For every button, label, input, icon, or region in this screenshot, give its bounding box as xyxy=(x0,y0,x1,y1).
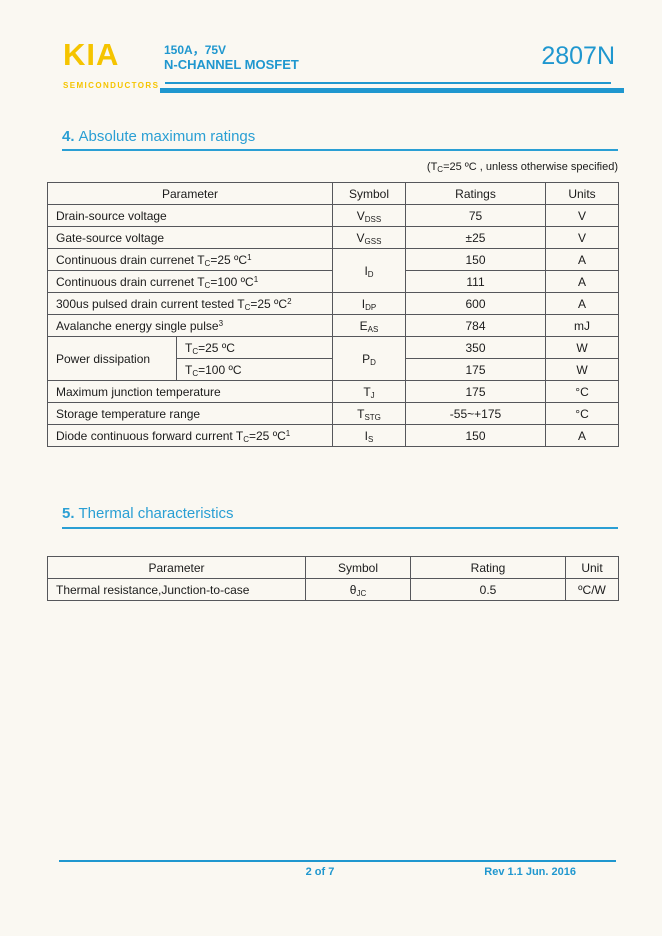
cell-symbol: θJC xyxy=(305,578,411,601)
cell-rating: 350 xyxy=(405,336,546,359)
column-header-units: Units xyxy=(545,182,619,205)
section-number: 4. xyxy=(62,128,75,145)
table-row: Diode continuous forward current TC=25 º… xyxy=(47,424,619,447)
cell-unit: mJ xyxy=(545,314,619,337)
cell-symbol: ID xyxy=(332,248,406,293)
section-thermal-rule xyxy=(62,527,618,529)
cell-rating: 111 xyxy=(405,270,546,293)
table-row: Gate-source voltage VGSS ±25 V xyxy=(47,226,619,249)
revision-label: Rev 1.1 Jun. 2016 xyxy=(484,866,576,878)
cell-rating: 175 xyxy=(405,358,546,381)
cell-unit: A xyxy=(545,270,619,293)
cell-condition: TC=100 ºC xyxy=(176,358,333,381)
cell-parameter: Continuous drain currenet TC=100 ºC1 xyxy=(47,270,333,293)
cell-rating: ±25 xyxy=(405,226,546,249)
section-abs-max-rule xyxy=(62,149,618,151)
cell-unit: W xyxy=(545,336,619,359)
cell-unit: °C xyxy=(545,402,619,425)
cell-parameter: Storage temperature range xyxy=(47,402,333,425)
cell-rating: 0.5 xyxy=(410,578,566,601)
table-header-row: Parameter Symbol Ratings Units xyxy=(47,182,619,205)
table-row: Continuous drain currenet TC=25 ºC1 ID 1… xyxy=(47,248,619,293)
cell-symbol: TSTG xyxy=(332,402,406,425)
table-row: TC=100 ºC 175 W xyxy=(48,358,619,381)
table-row: Thermal resistance,Junction-to-case θJC … xyxy=(47,578,619,601)
thermal-table: Parameter Symbol Rating Unit Thermal res… xyxy=(47,556,619,601)
column-header-parameter: Parameter xyxy=(47,182,333,205)
section-title: Absolute maximum ratings xyxy=(78,128,256,145)
cell-parameter: Power dissipation xyxy=(47,336,177,381)
table-row: Avalanche energy single pulse3 EAS 784 m… xyxy=(47,314,619,337)
section-title: Thermal characteristics xyxy=(78,505,234,522)
footer-rule xyxy=(59,860,616,862)
cell-parameter: Thermal resistance,Junction-to-case xyxy=(47,578,306,601)
part-number: 2807N xyxy=(541,42,615,70)
cell-rating: 150 xyxy=(405,248,546,271)
cell-unit: A xyxy=(545,248,619,271)
cell-unit: A xyxy=(545,292,619,315)
column-header-parameter: Parameter xyxy=(47,556,306,579)
cell-symbol: TJ xyxy=(332,380,406,403)
table-row: Drain-source voltage VDSS 75 V xyxy=(47,204,619,227)
cell-condition: TC=25 ºC xyxy=(176,336,333,359)
cell-parameter: Continuous drain currenet TC=25 ºC1 xyxy=(47,248,333,271)
abs-max-table: Parameter Symbol Ratings Units Drain-sou… xyxy=(47,182,619,447)
table-header-row: Parameter Symbol Rating Unit xyxy=(47,556,619,579)
table-row: Maximum junction temperature TJ 175 °C xyxy=(47,380,619,403)
cell-rating: 784 xyxy=(405,314,546,337)
cell-rating: 175 xyxy=(405,380,546,403)
cell-unit: A xyxy=(545,424,619,447)
header-rule-thin xyxy=(165,82,611,84)
cell-unit: °C xyxy=(545,380,619,403)
cell-rating: 600 xyxy=(405,292,546,315)
column-header-rating: Rating xyxy=(410,556,566,579)
cell-parameter: 300us pulsed drain current tested TC=25 … xyxy=(47,292,333,315)
page-indicator: 2 of 7 xyxy=(305,866,335,878)
cell-symbol: PD xyxy=(332,336,406,381)
cell-unit: ºC/W xyxy=(565,578,619,601)
cell-symbol: VDSS xyxy=(332,204,406,227)
kia-logo: KIA xyxy=(63,37,120,72)
cell-rating: 75 xyxy=(405,204,546,227)
column-header-symbol: Symbol xyxy=(305,556,411,579)
cell-rating: -55~+175 xyxy=(405,402,546,425)
header-rule-thick xyxy=(160,88,624,93)
cell-unit: V xyxy=(545,204,619,227)
cell-parameter: Gate-source voltage xyxy=(47,226,333,249)
table-row: Storage temperature range TSTG -55~+175 … xyxy=(47,402,619,425)
cell-parameter: Maximum junction temperature xyxy=(47,380,333,403)
section-abs-max-heading: 4. Absolute maximum ratings xyxy=(62,128,255,145)
table-row: 300us pulsed drain current tested TC=25 … xyxy=(47,292,619,315)
cell-parameter: Drain-source voltage xyxy=(47,204,333,227)
cell-parameter: Avalanche energy single pulse3 xyxy=(47,314,333,337)
condition-note: (TC=25 ºC , unless otherwise specified) xyxy=(426,161,618,174)
cell-rating: 150 xyxy=(405,424,546,447)
device-type-line: N-CHANNEL MOSFET xyxy=(164,57,299,72)
cell-symbol: EAS xyxy=(332,314,406,337)
device-spec-line: 150A，75V xyxy=(164,43,227,57)
cell-symbol: IS xyxy=(332,424,406,447)
table-row: Power dissipation TC=25 ºC PD 350 W xyxy=(47,336,619,381)
column-header-ratings: Ratings xyxy=(405,182,546,205)
cell-parameter: Diode continuous forward current TC=25 º… xyxy=(47,424,333,447)
cell-symbol: VGSS xyxy=(332,226,406,249)
cell-unit: V xyxy=(545,226,619,249)
column-header-symbol: Symbol xyxy=(332,182,406,205)
kia-tagline: SEMICONDUCTORS xyxy=(63,81,160,90)
cell-unit: W xyxy=(545,358,619,381)
section-number: 5. xyxy=(62,505,75,522)
section-thermal-heading: 5. Thermal characteristics xyxy=(62,505,234,522)
cell-symbol: IDP xyxy=(332,292,406,315)
column-header-unit: Unit xyxy=(565,556,619,579)
